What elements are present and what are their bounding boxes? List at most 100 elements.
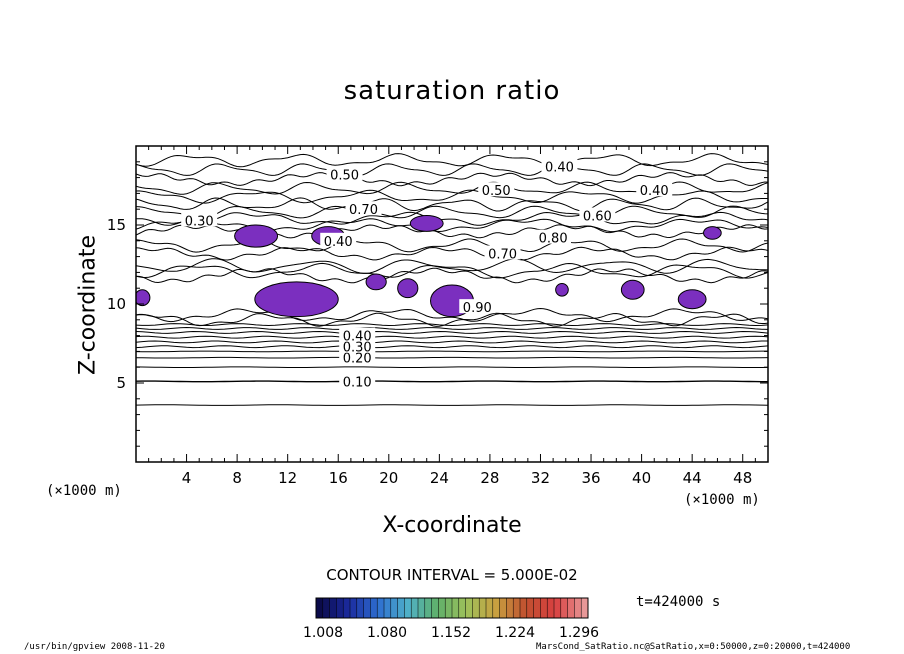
x-unit-left: (×1000 m) — [46, 483, 122, 499]
supersaturated-region — [254, 281, 339, 318]
contour-label-bg — [484, 245, 521, 260]
contour-group: 0.100.200.300.400.400.400.500.500.300.70… — [136, 153, 768, 406]
colorbar-cell — [322, 598, 331, 618]
colorbar-cell — [384, 598, 392, 618]
colorbar-cell — [356, 598, 365, 618]
colorbar-cell — [363, 598, 371, 618]
contour-label: 0.20 — [343, 352, 372, 367]
contour-label-bg — [579, 207, 616, 222]
colorbar-cell — [418, 598, 426, 618]
contour-line — [136, 262, 768, 279]
colorbar-tick-label: 1.080 — [367, 625, 407, 641]
colorbar-cell — [479, 598, 487, 618]
colorbar-cell — [445, 598, 453, 618]
contour-line — [136, 323, 768, 327]
colorbar-cell — [513, 598, 521, 618]
contour-label-bg — [535, 229, 572, 244]
supersaturated-region — [136, 289, 151, 307]
x-tick-label: 16 — [329, 469, 348, 487]
x-tick-label: 40 — [632, 469, 651, 487]
x-tick-label: 32 — [531, 469, 550, 487]
contour-line — [136, 224, 768, 239]
supersaturated-region — [234, 224, 279, 248]
footer-left: /usr/bin/gpview 2008-11-20 — [24, 642, 165, 652]
contour-line — [136, 238, 768, 253]
contour-line — [136, 356, 768, 359]
colorbar-cell — [499, 598, 507, 618]
colorbar-cell — [316, 598, 324, 618]
contour-line — [136, 197, 768, 212]
supersaturated-region — [409, 215, 444, 232]
contour-label-bg — [326, 166, 363, 181]
supersaturated-region — [365, 273, 387, 291]
footer-right: MarsCond_SatRatio.nc@SatRatio,x=0:50000,… — [536, 642, 851, 652]
x-axis-label: X-coordinate — [382, 513, 522, 538]
contour-line — [136, 326, 768, 330]
contour-label: 0.50 — [330, 168, 359, 183]
colorbar-cell — [458, 598, 467, 618]
colorbar-cell — [452, 598, 460, 618]
contour-label-bg — [345, 201, 382, 216]
contour-line — [136, 153, 768, 168]
contour-label-bg — [339, 338, 376, 353]
y-tick-label: 5 — [116, 374, 126, 392]
contour-line — [136, 218, 768, 233]
contour-line — [136, 172, 768, 187]
contour-label-bg — [320, 232, 357, 247]
contour-label: 0.30 — [185, 214, 214, 229]
supersaturated-region — [397, 278, 419, 299]
colorbar-cell — [547, 598, 555, 618]
contour-label-bg — [181, 212, 218, 227]
colorbar-cell — [397, 598, 405, 618]
colorbar-cell — [567, 598, 575, 618]
colorbar-cell — [424, 598, 433, 618]
colorbar-tick-label: 1.008 — [303, 625, 343, 641]
contour-label: 0.40 — [324, 235, 353, 250]
colorbar-cell — [574, 598, 582, 618]
colorbar-cell — [533, 598, 541, 618]
colorbar-cell — [560, 598, 569, 618]
y-tick-label: 15 — [107, 216, 126, 234]
colorbar-cell — [343, 598, 351, 618]
x-tick-label: 24 — [430, 469, 449, 487]
x-tick-label: 20 — [379, 469, 398, 487]
contour-label: 0.40 — [545, 161, 574, 176]
contour-line — [136, 307, 768, 323]
colorbar-cell — [390, 598, 399, 618]
x-unit-right: (×1000 m) — [684, 492, 760, 508]
contour-line — [136, 335, 768, 339]
colorbar-cell — [526, 598, 535, 618]
x-tick-label: 12 — [278, 469, 297, 487]
colorbar-tick-label: 1.152 — [431, 625, 471, 641]
supersaturated-region — [703, 226, 722, 240]
x-tick-label: 8 — [232, 469, 242, 487]
contour-label-bg — [339, 327, 376, 342]
contour-line — [136, 330, 768, 334]
time-label: t=424000 s — [636, 594, 721, 610]
contour-label: 0.90 — [463, 301, 492, 316]
contour-label: 0.10 — [343, 375, 372, 390]
x-tick-label: 28 — [480, 469, 499, 487]
colorbar-cell — [370, 598, 378, 618]
colorbar-cell — [438, 598, 446, 618]
contour-line — [136, 404, 768, 406]
contour-label: 0.70 — [349, 203, 378, 218]
contour-label-bg — [459, 299, 496, 314]
supersaturated-region — [620, 279, 645, 300]
colorbar-tick-label: 1.296 — [559, 625, 599, 641]
x-tick-label: 4 — [182, 469, 192, 487]
colorbar-cell — [465, 598, 473, 618]
colorbar-cell — [411, 598, 419, 618]
contour-line — [136, 211, 768, 226]
supersaturated-region — [677, 289, 707, 310]
contour-line — [136, 267, 768, 284]
contour-label: 0.40 — [640, 184, 669, 199]
colorbar-cell — [377, 598, 385, 618]
contour-line — [136, 380, 768, 383]
colorbar-cell — [486, 598, 494, 618]
contour-label: 0.60 — [583, 210, 612, 225]
contour-line — [136, 366, 768, 368]
contour-label: 0.70 — [488, 247, 517, 262]
colorbar-cell — [431, 598, 439, 618]
